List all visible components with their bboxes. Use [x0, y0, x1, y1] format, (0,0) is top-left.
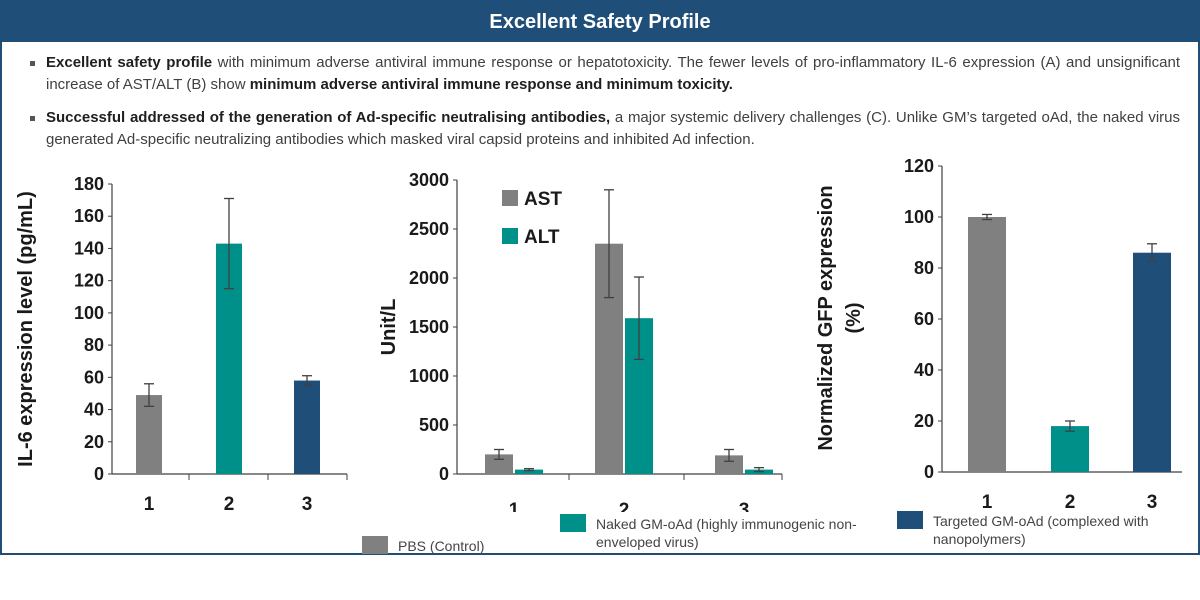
bullet-item: Successful addressed of the generation o…	[30, 107, 1180, 151]
y-tick-label: 40	[84, 400, 104, 420]
y-tick-label: 60	[914, 309, 934, 329]
bar	[136, 395, 162, 474]
legend-label: Naked GM-oAd (highly immunogenic non-env…	[596, 516, 857, 550]
legend-swatch	[362, 536, 388, 554]
bullet-bold-text: Successful addressed of the generation o…	[46, 109, 611, 126]
bullet-list: Excellent safety profile with minimum ad…	[30, 52, 1180, 162]
legend-swatch	[502, 190, 518, 206]
x-tick-label: 1	[509, 500, 520, 512]
bar	[485, 454, 513, 474]
y-axis-label: Unit/L	[378, 299, 400, 356]
x-tick-label: 1	[982, 492, 993, 512]
bullet-bold-text: Excellent safety profile	[46, 54, 213, 71]
y-tick-label: 40	[914, 360, 934, 380]
bullet-bold-text: minimum adverse antiviral immune respons…	[249, 76, 733, 93]
bullet-square-icon	[30, 61, 35, 66]
page-title: Excellent Safety Profile	[2, 2, 1198, 42]
bar	[968, 217, 1006, 472]
y-tick-label: 60	[84, 367, 104, 387]
bullet-item: Excellent safety profile with minimum ad…	[30, 52, 1180, 96]
x-tick-label: 1	[144, 494, 155, 512]
y-tick-label: 100	[74, 303, 104, 323]
x-tick-label: 2	[224, 494, 235, 512]
bullet-square-icon	[30, 116, 35, 121]
y-tick-label: 160	[74, 206, 104, 226]
bullet-text: a major systemic delivery challenges (C)…	[46, 109, 1180, 148]
legend-label: AST	[524, 189, 562, 210]
legend-item: PBS (Control)	[362, 536, 562, 556]
legend-swatch	[502, 228, 518, 244]
y-tick-label: 80	[84, 335, 104, 355]
y-tick-label: 100	[904, 207, 934, 227]
x-tick-label: 3	[1147, 492, 1158, 512]
legend-swatch	[897, 511, 923, 529]
x-tick-label: 3	[739, 500, 750, 512]
y-tick-label: 0	[439, 464, 449, 484]
y-tick-label: 2000	[409, 268, 449, 288]
y-tick-label: 180	[74, 174, 104, 194]
figure-panel: Excellent Safety Profile Excellent safet…	[0, 0, 1200, 555]
x-tick-label: 2	[1065, 492, 1076, 512]
bar	[294, 380, 320, 474]
bar	[1133, 252, 1171, 472]
y-tick-label: 1500	[409, 317, 449, 337]
y-tick-label: 0	[94, 464, 104, 484]
legend-item: Naked GM-oAd (highly immunogenic non-env…	[560, 512, 890, 552]
y-tick-label: 2500	[409, 219, 449, 239]
y-tick-label: 20	[914, 411, 934, 431]
bar	[515, 469, 543, 474]
x-tick-label: 3	[302, 494, 313, 512]
bullet-text: with minimum adverse antiviral immune re…	[46, 54, 1180, 93]
y-tick-label: 80	[914, 258, 934, 278]
bar	[715, 455, 743, 474]
y-tick-label: 1000	[409, 366, 449, 386]
y-axis-label: Normalized GFP expression (%)	[815, 185, 865, 450]
y-tick-label: 120	[74, 271, 104, 291]
y-axis-label: IL-6 expression level (pg/mL)	[15, 191, 37, 467]
y-tick-label: 20	[84, 432, 104, 452]
legend-label: Targeted GM-oAd (complexed with nanopoly…	[933, 513, 1149, 547]
y-tick-label: 0	[924, 462, 934, 482]
legend-label: ALT	[524, 227, 560, 248]
legend-swatch	[560, 514, 586, 532]
y-tick-label: 500	[419, 415, 449, 435]
y-tick-label: 140	[74, 238, 104, 258]
legend-item: Targeted GM-oAd (complexed with nanopoly…	[897, 509, 1187, 549]
x-tick-label: 2	[619, 500, 630, 512]
y-tick-label: 120	[904, 156, 934, 176]
bar	[1051, 426, 1089, 472]
y-tick-label: 3000	[409, 170, 449, 190]
legend-label: PBS (Control)	[398, 538, 485, 554]
